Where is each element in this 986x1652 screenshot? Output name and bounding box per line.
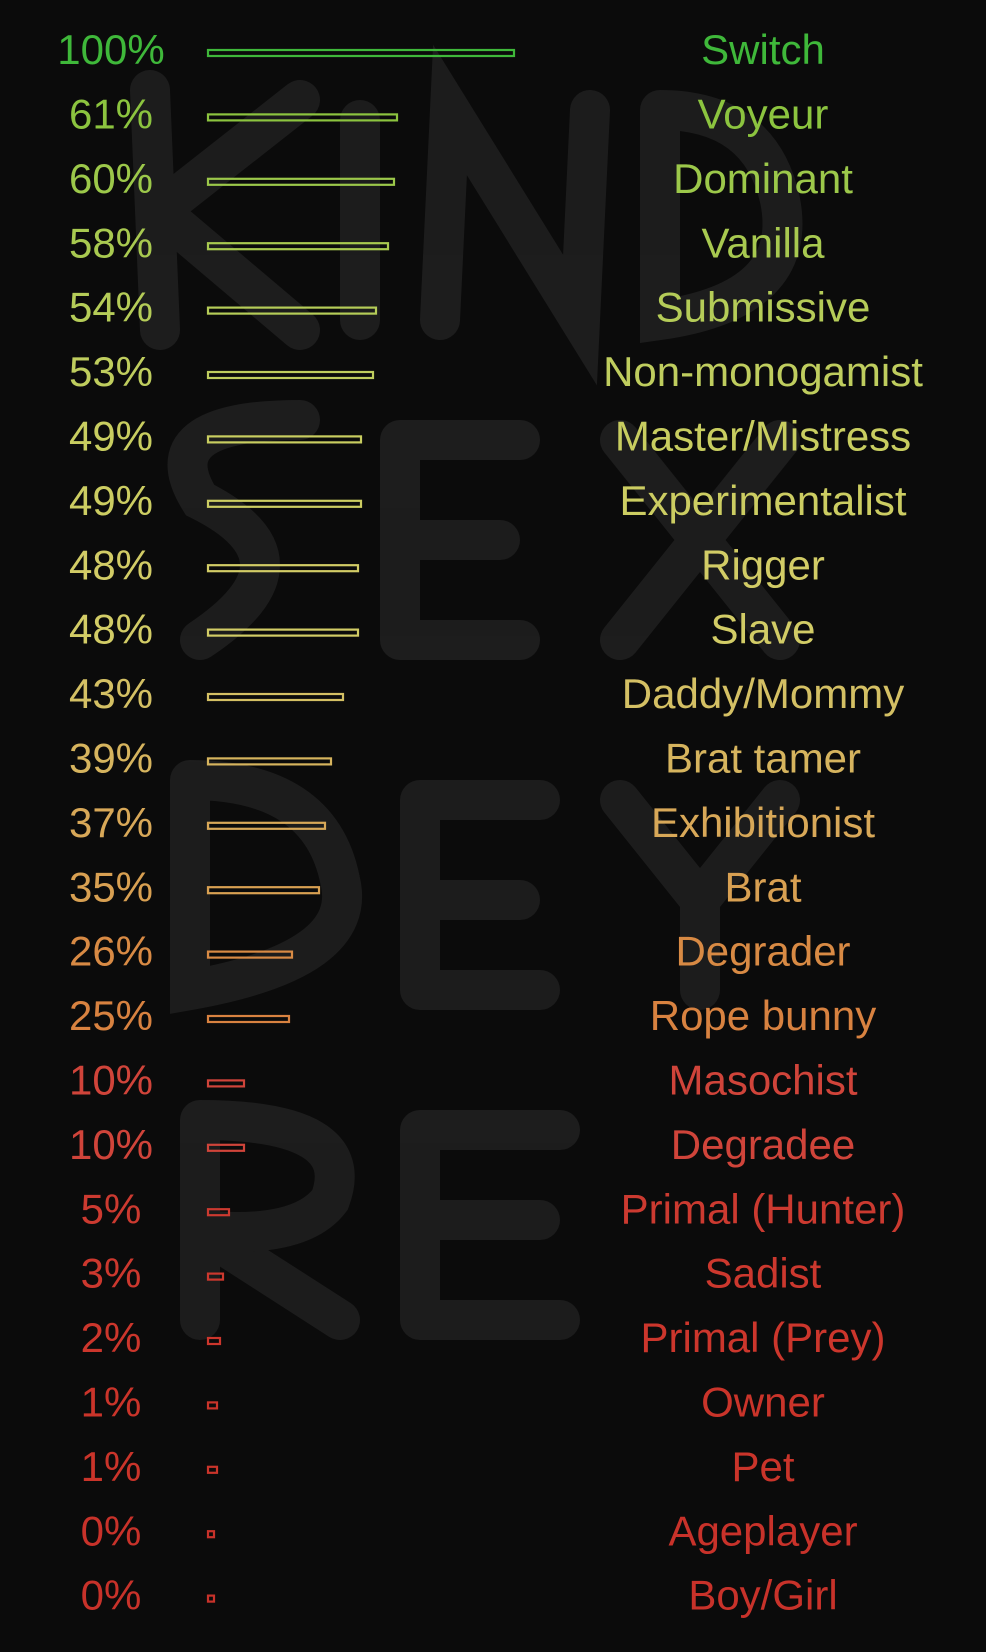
bar: [206, 306, 378, 315]
bar: [206, 242, 390, 251]
bar: [206, 435, 363, 444]
value-label: 58%: [69, 219, 153, 266]
category-label: Sadist: [705, 1250, 822, 1297]
category-label: Degradee: [671, 1121, 855, 1168]
bar: [206, 757, 333, 766]
bar: [206, 950, 294, 959]
value-label: 10%: [69, 1056, 153, 1103]
bar: [206, 1143, 246, 1152]
category-label: Rigger: [701, 541, 825, 588]
bar: [206, 1014, 291, 1024]
category-label: Degrader: [675, 928, 850, 975]
category-label: Submissive: [656, 284, 871, 331]
bar: [206, 1272, 225, 1281]
category-label: Brat tamer: [665, 734, 861, 781]
value-label: 100%: [57, 26, 164, 73]
value-label: 35%: [69, 863, 153, 910]
bar: [206, 499, 363, 508]
bar: [206, 1208, 231, 1217]
bar: [206, 1336, 222, 1346]
bar: [206, 113, 399, 122]
category-label: Voyeur: [698, 90, 829, 137]
value-label: 25%: [69, 992, 153, 1039]
bar: [206, 821, 327, 830]
value-label: 5%: [81, 1185, 142, 1232]
category-label: Master/Mistress: [615, 412, 911, 459]
value-label: 10%: [69, 1121, 153, 1168]
value-label: 48%: [69, 541, 153, 588]
category-label: Owner: [701, 1378, 825, 1425]
value-label: 37%: [69, 799, 153, 846]
category-label: Exhibitionist: [651, 799, 875, 846]
category-label: Boy/Girl: [688, 1572, 837, 1619]
category-label: Non-monogamist: [603, 348, 923, 395]
category-label: Pet: [731, 1443, 794, 1490]
category-label: Rope bunny: [650, 992, 877, 1039]
value-label: 49%: [69, 412, 153, 459]
bar: [206, 886, 321, 895]
bar: [206, 177, 396, 186]
bar: [206, 564, 360, 573]
value-label: 0%: [81, 1572, 142, 1619]
value-label: 0%: [81, 1507, 142, 1554]
value-label: 2%: [81, 1314, 142, 1361]
category-label: Brat: [724, 863, 801, 910]
bar: [206, 1465, 219, 1474]
bar: [206, 1401, 219, 1410]
bar: [206, 370, 375, 380]
value-label: 26%: [69, 928, 153, 975]
category-label: Switch: [701, 26, 825, 73]
value-label: 53%: [69, 348, 153, 395]
category-label: Ageplayer: [668, 1507, 857, 1554]
category-label: Slave: [710, 606, 815, 653]
bar: [206, 1079, 246, 1088]
value-label: 3%: [81, 1250, 142, 1297]
category-label: Dominant: [673, 155, 853, 202]
value-label: 61%: [69, 90, 153, 137]
value-label: 1%: [81, 1443, 142, 1490]
category-label: Masochist: [668, 1056, 857, 1103]
value-label: 60%: [69, 155, 153, 202]
value-label: 48%: [69, 606, 153, 653]
bar: [206, 628, 360, 637]
category-label: Primal (Prey): [640, 1314, 885, 1361]
category-label: Experimentalist: [619, 477, 906, 524]
bar: [206, 1530, 216, 1539]
value-label: 49%: [69, 477, 153, 524]
value-label: 39%: [69, 734, 153, 781]
background-scrawl: [130, 44, 803, 1340]
bar: [206, 48, 516, 58]
category-label: Daddy/Mommy: [622, 670, 904, 717]
bar: [206, 1594, 216, 1603]
category-label: Primal (Hunter): [621, 1185, 906, 1232]
bar: [206, 692, 345, 702]
value-label: 1%: [81, 1378, 142, 1425]
category-label: Vanilla: [702, 219, 826, 266]
value-label: 43%: [69, 670, 153, 717]
value-label: 54%: [69, 284, 153, 331]
